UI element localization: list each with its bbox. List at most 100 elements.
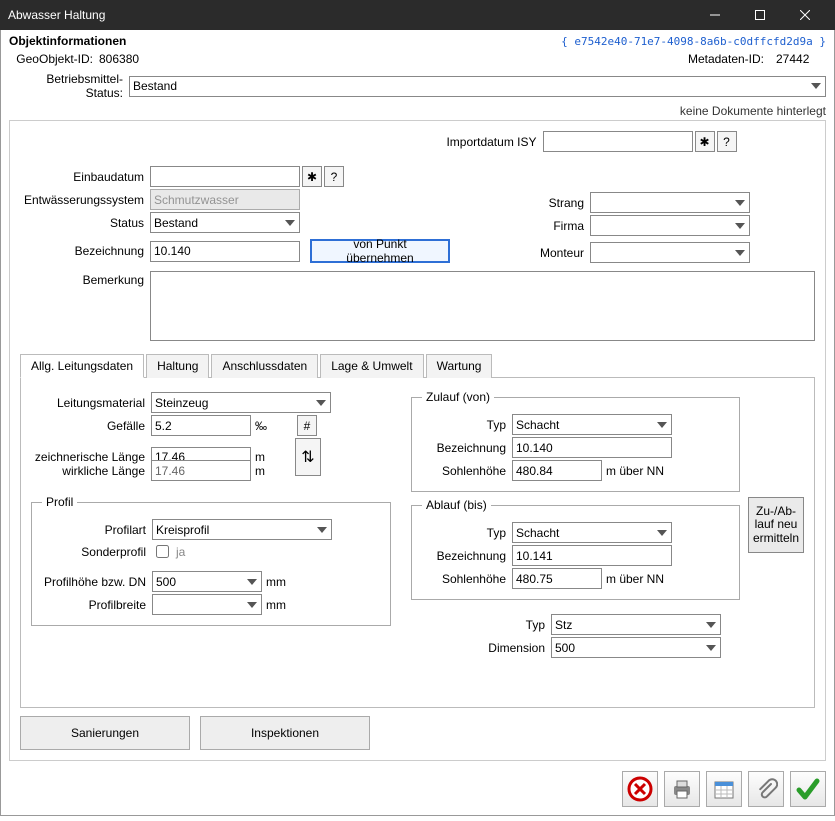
calendar-icon [712, 777, 736, 801]
gefaelle-unit: ‰ [255, 419, 267, 433]
sonderprofil-checkbox[interactable] [156, 545, 169, 558]
geoobjekt-id-label: GeoObjekt-ID: [9, 52, 99, 66]
strang-label: Strang [480, 196, 590, 210]
star-icon: ✱ [307, 170, 317, 184]
profilhoehe-select[interactable]: 500 [152, 571, 262, 592]
zulauf-ablauf-neu-button[interactable]: Zu-/Ab- lauf neu ermitteln [748, 497, 804, 553]
swap-length-button[interactable]: ⇅ [295, 438, 321, 476]
monteur-select[interactable] [590, 242, 750, 263]
importdatum-help-button[interactable]: ? [717, 131, 737, 152]
calendar-button[interactable] [706, 771, 742, 807]
zulauf-typ-select[interactable]: Schacht [512, 414, 672, 435]
tab-anschlussdaten[interactable]: Anschlussdaten [211, 354, 318, 378]
star-icon: ✱ [699, 135, 709, 149]
status-select[interactable]: Bestand [150, 212, 300, 233]
tab-allg-leitungsdaten[interactable]: Allg. Leitungsdaten [20, 354, 144, 378]
printer-icon [670, 777, 694, 801]
entwaesserung-label: Entwässerungssystem [20, 193, 150, 207]
profilart-label: Profilart [42, 523, 152, 537]
tab-haltung[interactable]: Haltung [146, 354, 209, 378]
tab-lage-umwelt[interactable]: Lage & Umwelt [320, 354, 423, 378]
profilhoehe-label: Profilhöhe bzw. DN [42, 575, 152, 589]
profilart-select[interactable]: Kreisprofil [152, 519, 332, 540]
question-icon: ? [723, 135, 730, 149]
profil-legend: Profil [42, 495, 77, 509]
cancel-button[interactable] [622, 771, 658, 807]
geoobjekt-id-value: 806380 [99, 52, 169, 66]
check-icon [795, 776, 821, 802]
zulauf-bez-input[interactable] [512, 437, 672, 458]
sonderprofil-text: ja [176, 545, 185, 559]
profilbreite-select[interactable] [152, 594, 262, 615]
ablauf-typ-label: Typ [422, 526, 512, 540]
firma-select[interactable] [590, 215, 750, 236]
zeichnerische-laenge-label: zeichnerische Länge [31, 450, 151, 464]
close-window-button[interactable] [782, 0, 827, 30]
maximize-button[interactable] [737, 0, 782, 30]
tab-wartung[interactable]: Wartung [426, 354, 493, 378]
section-title: Objektinformationen [9, 34, 126, 48]
extra-dim-select[interactable]: 500 [551, 637, 721, 658]
metadaten-id-value: 27442 [776, 52, 826, 66]
gefaelle-hash-button[interactable]: # [297, 415, 317, 436]
inspektionen-button[interactable]: Inspektionen [200, 716, 370, 750]
monteur-label: Monteur [480, 246, 590, 260]
ok-button[interactable] [790, 771, 826, 807]
gefaelle-input[interactable] [151, 415, 251, 436]
zeichn-unit: m [255, 450, 265, 464]
entwaesserung-select: Schmutzwasser [150, 189, 300, 210]
einbaudatum-label: Einbaudatum [20, 170, 150, 184]
einbaudatum-input[interactable] [150, 166, 300, 187]
bemerkung-label: Bemerkung [20, 271, 150, 287]
bezeichnung-input[interactable] [150, 241, 300, 262]
cancel-icon [627, 776, 653, 802]
profilbreite-unit: mm [266, 598, 286, 612]
importdatum-label: Importdatum ISY [433, 135, 543, 149]
ablauf-sohle-unit: m über NN [606, 572, 664, 586]
firma-label: Firma [480, 219, 590, 233]
betriebsmittel-status-select[interactable]: Bestand [129, 76, 826, 97]
titlebar: Abwasser Haltung [0, 0, 835, 30]
profilhoehe-unit: mm [266, 575, 286, 589]
ablauf-sohle-label: Sohlenhöhe [422, 572, 512, 586]
zulauf-sohle-unit: m über NN [606, 464, 664, 478]
einbaudatum-star-button[interactable]: ✱ [302, 166, 322, 187]
zulauf-sohle-label: Sohlenhöhe [422, 464, 512, 478]
metadaten-id-label: Metadaten-ID: [688, 52, 770, 66]
bezeichnung-label: Bezeichnung [20, 244, 150, 258]
ablauf-typ-select[interactable]: Schacht [512, 522, 672, 543]
einbaudatum-help-button[interactable]: ? [324, 166, 344, 187]
paperclip-icon [754, 777, 778, 801]
zulauf-legend: Zulauf (von) [422, 390, 494, 404]
ablauf-bez-input[interactable] [512, 545, 672, 566]
minimize-button[interactable] [692, 0, 737, 30]
gefaelle-label: Gefälle [31, 419, 151, 433]
importdatum-star-button[interactable]: ✱ [695, 131, 715, 152]
zulauf-sohle-input[interactable] [512, 460, 602, 481]
zulauf-typ-label: Typ [422, 418, 512, 432]
attachment-button[interactable] [748, 771, 784, 807]
betriebsmittel-status-label: Betriebsmittel-Status: [9, 72, 129, 100]
zulauf-bez-label: Bezeichnung [422, 441, 512, 455]
von-punkt-button[interactable]: von Punkt übernehmen [310, 239, 450, 263]
swap-icon: ⇅ [301, 447, 314, 467]
no-documents-text: keine Dokumente hinterlegt [9, 104, 826, 118]
print-button[interactable] [664, 771, 700, 807]
wirkliche-laenge-input [151, 460, 251, 481]
tab-bar: Allg. Leitungsdaten Haltung Anschlussdat… [20, 353, 815, 378]
window-title: Abwasser Haltung [8, 8, 692, 22]
extra-typ-select[interactable]: Stz [551, 614, 721, 635]
ablauf-sohle-input[interactable] [512, 568, 602, 589]
wirkl-unit: m [255, 464, 265, 478]
ablauf-bez-label: Bezeichnung [422, 549, 512, 563]
strang-select[interactable] [590, 192, 750, 213]
status-label: Status [20, 216, 150, 230]
importdatum-input[interactable] [543, 131, 693, 152]
wirkliche-laenge-label: wirkliche Länge [31, 464, 151, 478]
extra-typ-label: Typ [411, 618, 551, 632]
sanierungen-button[interactable]: Sanierungen [20, 716, 190, 750]
ablauf-legend: Ablauf (bis) [422, 498, 491, 512]
bemerkung-textarea[interactable] [150, 271, 815, 341]
sonderprofil-label: Sonderprofil [42, 545, 152, 559]
leitungsmaterial-select[interactable]: Steinzeug [151, 392, 331, 413]
